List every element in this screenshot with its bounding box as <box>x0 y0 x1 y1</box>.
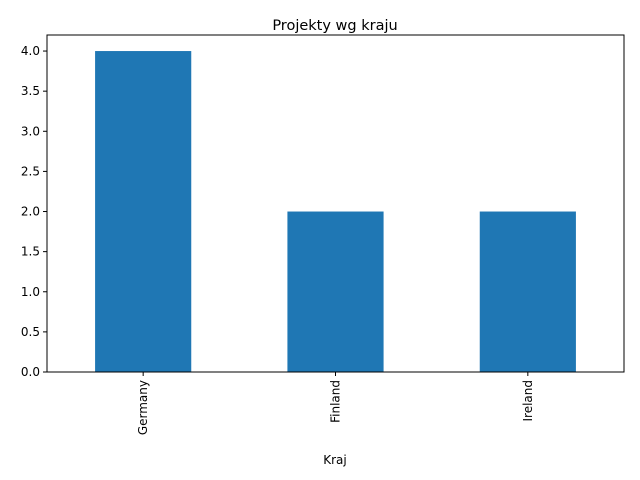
y-tick-label: 2.0 <box>21 205 40 219</box>
y-tick-label: 3.0 <box>21 124 40 138</box>
y-tick-label: 1.5 <box>21 245 40 259</box>
x-tick-label: Ireland <box>521 380 535 422</box>
chart-title: Projekty wg kraju <box>272 18 397 34</box>
plot-frame <box>46 34 625 373</box>
y-tick-label: 2.5 <box>21 164 40 178</box>
y-tick-label: 4.0 <box>21 44 40 58</box>
bar-finland <box>287 211 384 372</box>
x-tick-label: Germany <box>136 380 150 435</box>
y-tick-label: 0.0 <box>21 365 40 379</box>
x-tick-label: Finland <box>329 380 343 423</box>
y-tick-label: 0.5 <box>21 325 40 339</box>
x-axis: Germany Finland Ireland <box>136 372 535 435</box>
y-tick-label: 3.5 <box>21 84 40 98</box>
bars-group <box>95 51 576 373</box>
y-tick-label: 1.0 <box>21 285 40 299</box>
bar-ireland <box>479 211 576 372</box>
bar-germany <box>95 51 192 373</box>
x-axis-label: Kraj <box>323 453 347 467</box>
y-axis: 0.0 0.5 1.0 1.5 2.0 2.5 3.0 3.5 4.0 <box>21 44 47 379</box>
